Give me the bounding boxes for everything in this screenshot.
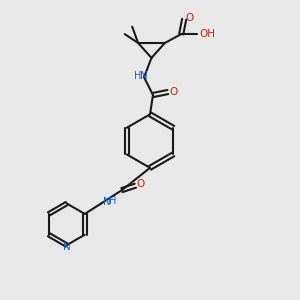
- Text: O: O: [185, 13, 194, 23]
- Text: H: H: [109, 196, 116, 206]
- Text: O: O: [136, 179, 145, 189]
- Text: N: N: [63, 242, 71, 252]
- Text: OH: OH: [199, 29, 215, 39]
- Text: H: H: [134, 71, 142, 81]
- Text: O: O: [169, 87, 177, 97]
- Text: N: N: [103, 197, 110, 207]
- Text: N: N: [140, 71, 148, 81]
